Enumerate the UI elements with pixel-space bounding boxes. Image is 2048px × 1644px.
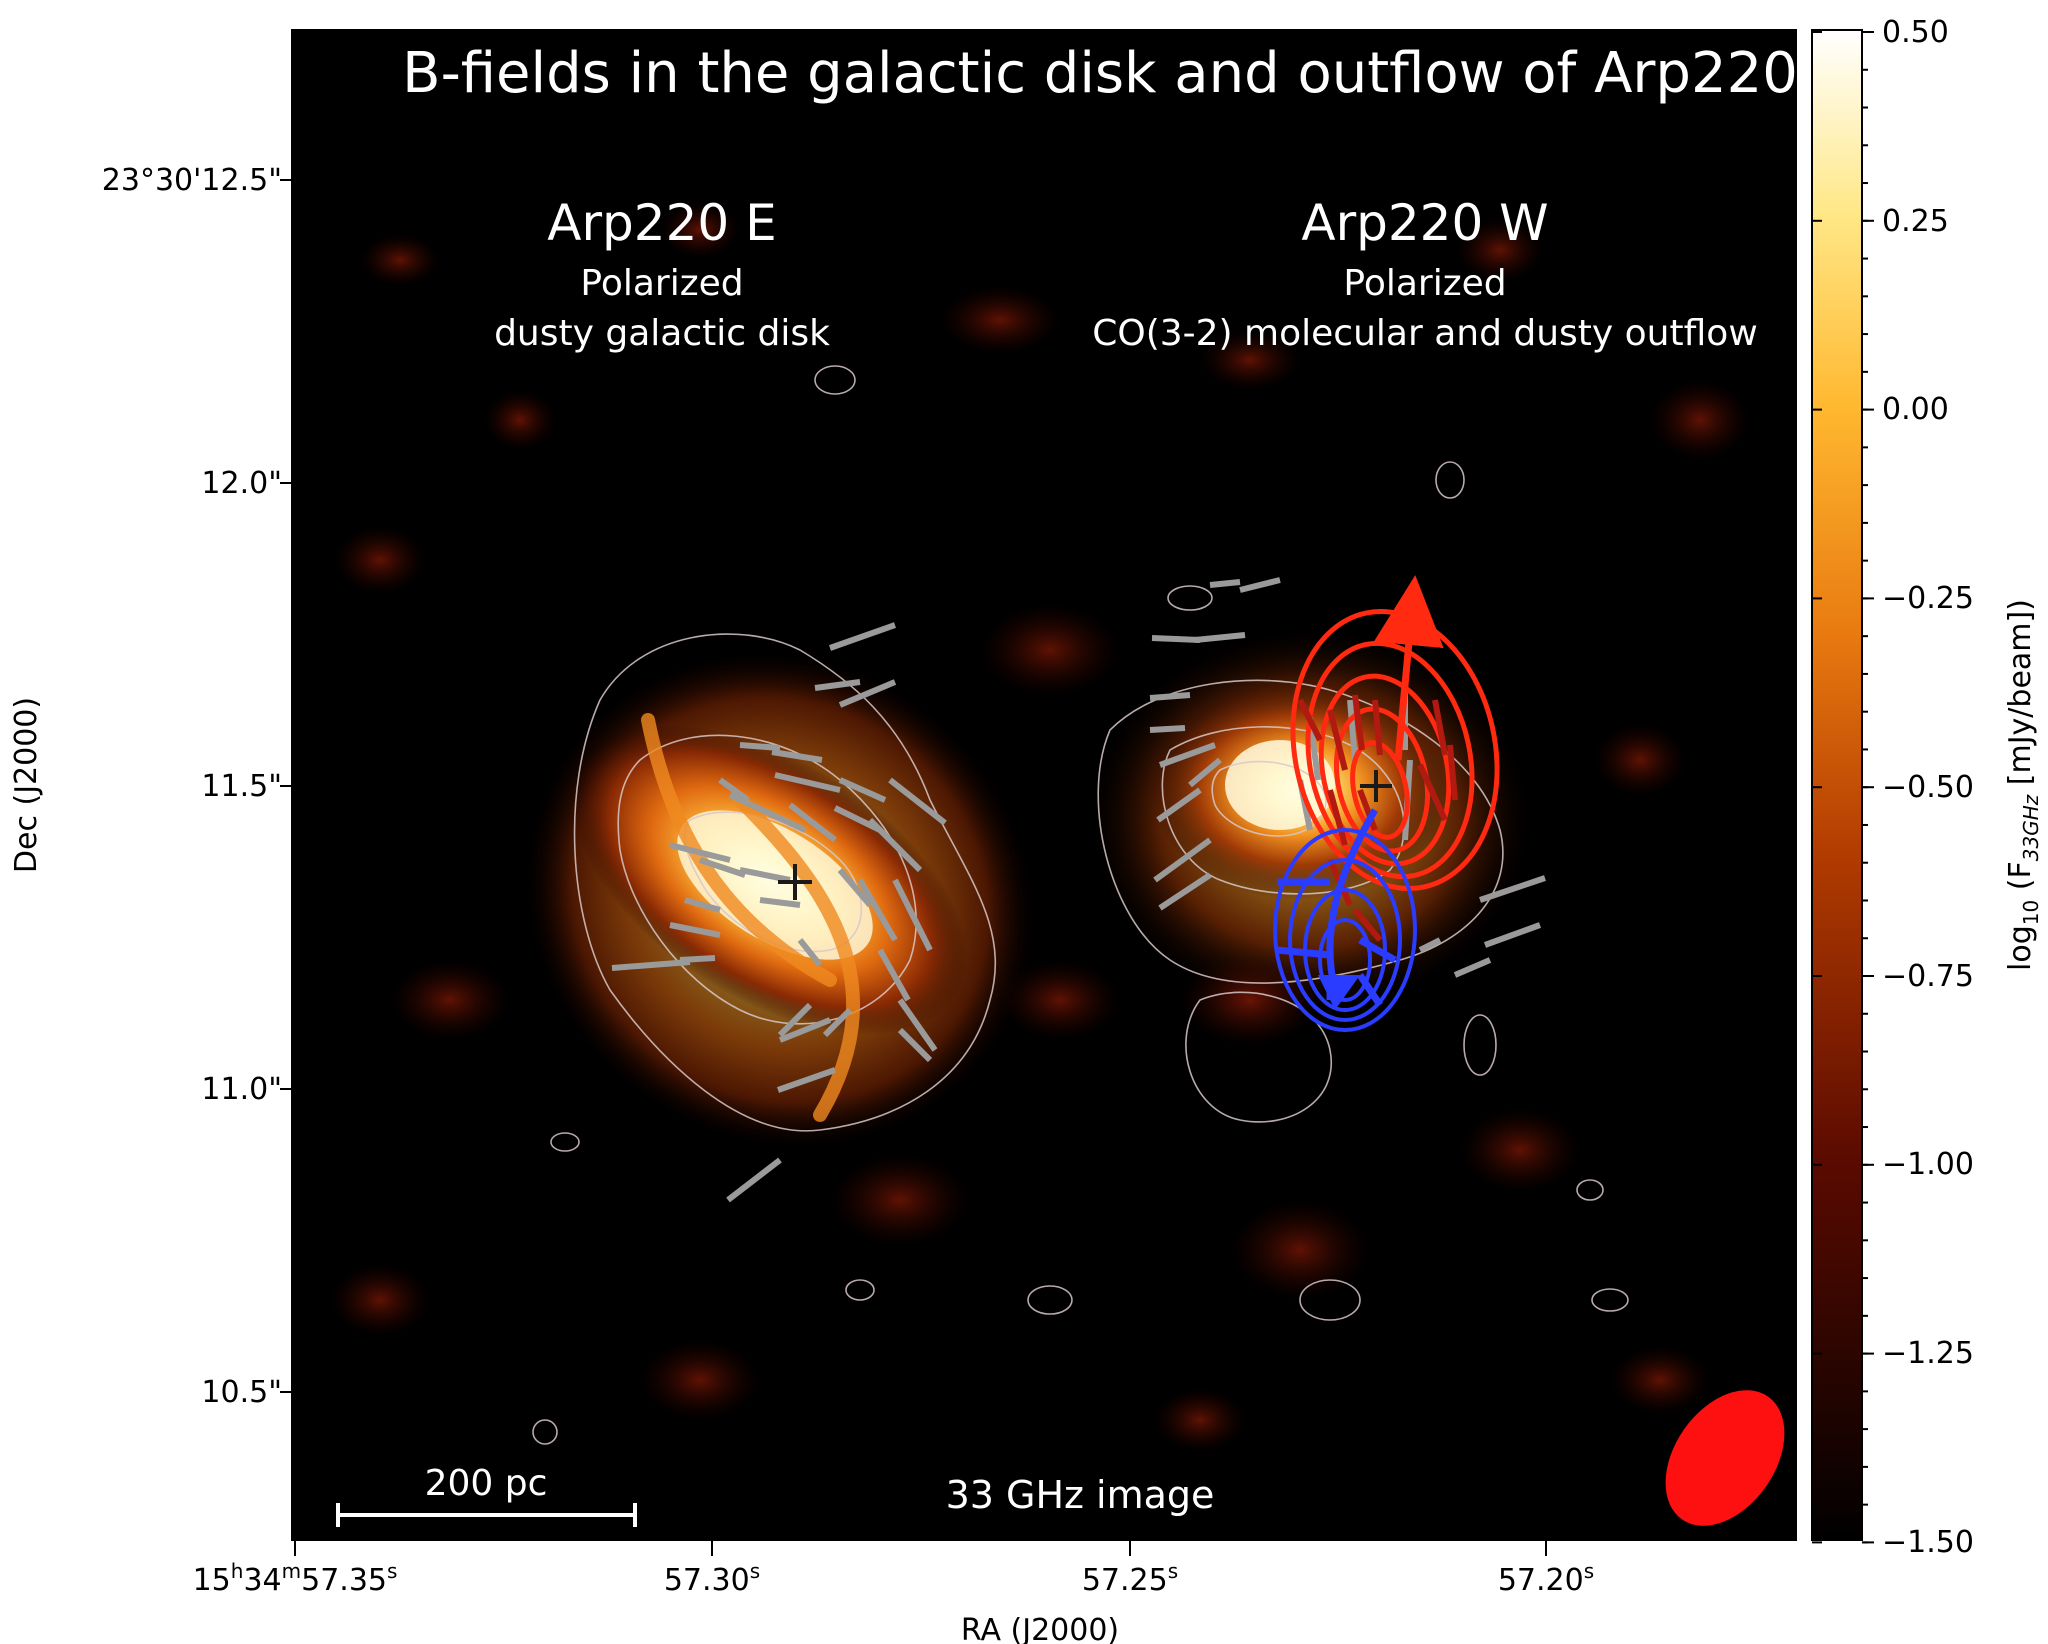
source-markers	[778, 770, 1392, 900]
colorbar-tick-label: 0.50	[1882, 15, 1949, 50]
y-tick-label: 11.5"	[201, 769, 282, 804]
blueshifted-outflow	[1273, 808, 1417, 1032]
arp220-east-name: Arp220 E	[547, 194, 776, 252]
colorbar-tick-label: −1.25	[1882, 1336, 1974, 1371]
arp220-west-name: Arp220 W	[1301, 194, 1548, 252]
y-axis-ticks	[280, 119, 1796, 1515]
colorbar-tick-label: 0.00	[1882, 392, 1949, 427]
image-label: 33 GHz image	[946, 1473, 1215, 1517]
y-tick-label: 12.0"	[201, 466, 282, 501]
colorbar-tick-label: −1.00	[1882, 1147, 1974, 1182]
colorbar-tick-label: 0.25	[1882, 204, 1949, 239]
colorbar-tick-label: −0.75	[1882, 959, 1974, 994]
colorbar-gradient	[1811, 29, 1863, 1541]
x-tick-label-1: 57.30s	[664, 1559, 760, 1598]
x-tick-label-3: 57.20s	[1498, 1559, 1594, 1598]
image-layer	[330, 202, 1785, 1526]
colorbar-label: log10 (F33GHz [mJy/beam])	[2003, 599, 2043, 971]
disk-streamlines	[641, 713, 861, 1122]
x-tick-label-0: 15h34m57.35s	[193, 1559, 398, 1598]
arp220-west-line2: CO(3-2) molecular and dusty outflow	[1092, 313, 1758, 354]
background-noise	[330, 202, 1750, 1452]
x-axis-label: RA (J2000)	[961, 1613, 1119, 1644]
beam-ellipse	[1665, 1390, 1785, 1526]
scale-bar-label: 200 pc	[425, 1463, 548, 1504]
redshifted-outflow	[1290, 575, 1500, 942]
arp220-west-line1: Polarized	[1343, 263, 1506, 304]
y-tick-label: 10.5"	[201, 1375, 282, 1410]
y-tick-label: 11.0"	[201, 1072, 282, 1107]
scale-bar	[336, 1503, 637, 1527]
intensity-contours	[532, 365, 1629, 1445]
plot-area	[292, 30, 1796, 1540]
y-axis-label: Dec (J2000)	[9, 697, 44, 873]
arp220-east-line1: Polarized	[580, 263, 743, 304]
x-axis-ticks	[294, 30, 1716, 1556]
colorbar-tick-label: −0.50	[1882, 770, 1974, 805]
bfield-vectors	[611, 577, 1546, 1203]
y-tick-label: 23°30'12.5"	[102, 163, 282, 198]
colorbar: 0.50 0.25 0.00 −0.25 −0.50 −0.75 −1.00 −…	[1811, 15, 2043, 1560]
arp220-east-line2: dusty galactic disk	[494, 313, 830, 354]
x-tick-label-2: 57.25s	[1082, 1559, 1178, 1598]
figure-title: B-fields in the galactic disk and outflo…	[402, 41, 1798, 106]
colorbar-tick-label: −1.50	[1882, 1525, 1974, 1560]
colorbar-tick-label: −0.25	[1882, 581, 1974, 616]
